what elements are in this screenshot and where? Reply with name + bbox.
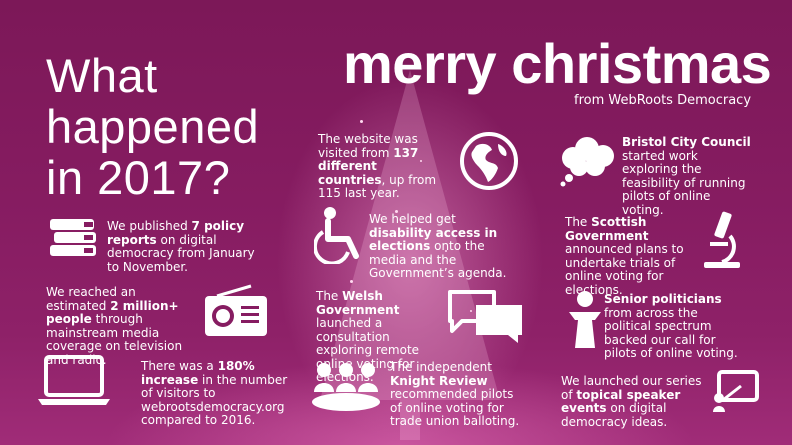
headline: What happened in 2017? bbox=[46, 50, 259, 203]
fact-politicians: Senior politicians from across the polit… bbox=[604, 292, 738, 360]
greeting-subtitle: from WebRoots Democracy bbox=[574, 93, 752, 108]
thought-cloud-icon bbox=[559, 136, 617, 188]
laptop-icon bbox=[36, 353, 112, 409]
group-icon bbox=[310, 362, 382, 412]
podium-icon bbox=[565, 290, 605, 350]
microscope-icon bbox=[700, 210, 746, 272]
headline-line-2: happened bbox=[46, 100, 260, 153]
fact-countries: The website was visited from 137 differe… bbox=[318, 132, 437, 200]
fact-reports: We published 7 policy reports on digital… bbox=[107, 219, 255, 274]
fact-disability: We helped get disability access in elect… bbox=[369, 212, 507, 280]
presentation-icon bbox=[711, 368, 761, 414]
fact-speakers: We launched our series of topical speake… bbox=[561, 374, 702, 429]
radio-icon bbox=[203, 284, 269, 338]
christmas-tree-background bbox=[320, 70, 500, 440]
fact-knight: The independent Knight Review recommende… bbox=[390, 360, 520, 428]
headline-line-3: in 2017? bbox=[46, 151, 231, 204]
fact-scottish: The Scottish Government announced plans … bbox=[565, 215, 684, 297]
books-icon bbox=[48, 215, 100, 259]
fact-welsh: The Welsh Government launched a consulta… bbox=[316, 289, 420, 384]
wheelchair-icon bbox=[314, 206, 366, 264]
fact-visitors: There was a 180% increase in the number … bbox=[141, 359, 288, 427]
fact-reach: We reached an estimated 2 million+ peopl… bbox=[46, 285, 183, 367]
fact-bristol: Bristol City Council started work explor… bbox=[622, 135, 751, 217]
speech-bubbles-icon bbox=[448, 289, 524, 345]
headline-line-1: What bbox=[46, 49, 158, 102]
globe-icon bbox=[458, 130, 520, 192]
greeting-title: merry christmas bbox=[343, 32, 772, 95]
